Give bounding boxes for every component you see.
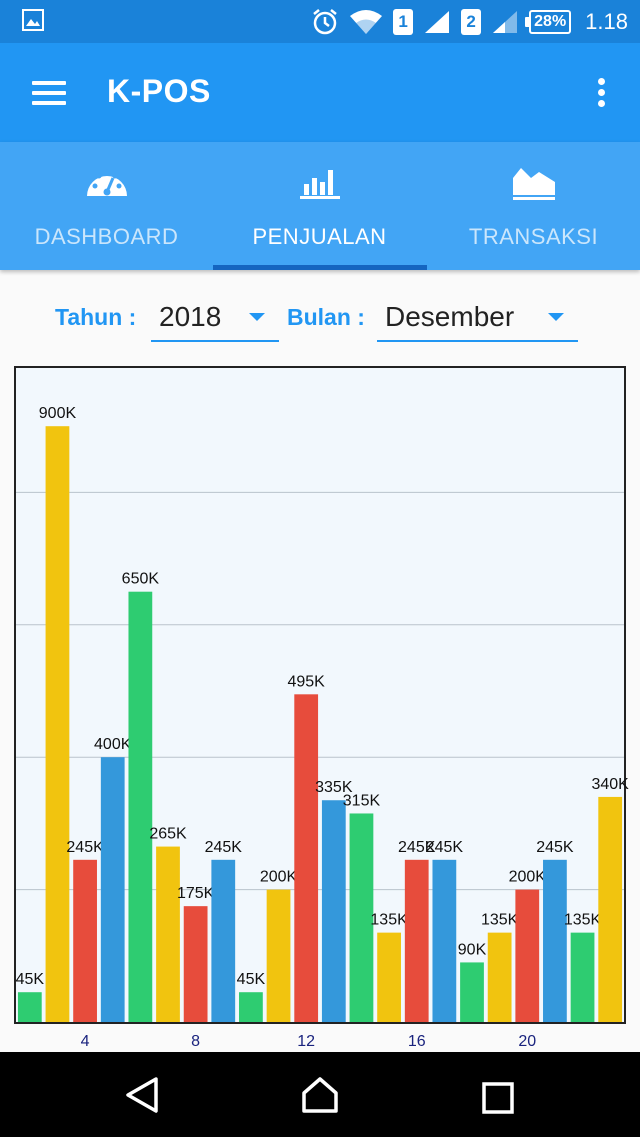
bar-value-label: 265K: [149, 826, 187, 843]
bar-value-label: 135K: [481, 912, 519, 929]
chart-bar[interactable]: [404, 859, 429, 1022]
signal-icon: [425, 10, 450, 33]
alarm-icon: [313, 8, 337, 34]
bar-value-label: 245K: [205, 839, 243, 856]
bar-value-label: 245K: [426, 839, 464, 856]
chart-bar[interactable]: [349, 813, 374, 1022]
chart-bar[interactable]: [598, 796, 623, 1022]
chart-bar[interactable]: [321, 800, 346, 1022]
bar-value-label: 245K: [66, 839, 104, 856]
battery-icon: 28%: [525, 9, 572, 34]
chart-bar[interactable]: [156, 846, 180, 1022]
bar-value-label: 175K: [177, 885, 215, 902]
chart-bar[interactable]: [487, 932, 512, 1022]
year-label: Tahun :: [55, 304, 137, 330]
chart-bar[interactable]: [515, 889, 540, 1022]
chart-bar[interactable]: [543, 859, 567, 1022]
chart-bar[interactable]: [183, 906, 208, 1022]
tab-label: TRANSAKSI: [468, 224, 599, 249]
sales-bar-chart: 45K900K245K400K650K265K175K245K45K200K49…: [16, 405, 630, 1050]
bar-value-label: 135K: [370, 912, 408, 929]
battery-level: 28%: [534, 12, 567, 30]
overflow-menu-icon[interactable]: [598, 78, 606, 111]
status-bar: 1 2 28% 1.18: [0, 0, 640, 43]
clock: 1.18: [585, 8, 628, 34]
tab-penjualan[interactable]: PENJUALAN: [213, 142, 426, 270]
chart-bar[interactable]: [45, 426, 70, 1022]
tab-transaksi[interactable]: TRANSAKSI: [427, 142, 640, 270]
bar-value-label: 340K: [591, 776, 629, 793]
chart-bar[interactable]: [460, 962, 484, 1022]
tab-bar: DASHBOARD PENJUALAN TRANSAKSI: [0, 142, 640, 270]
month-label: Bulan :: [287, 304, 365, 330]
bar-value-label: 90K: [458, 941, 487, 958]
wifi-icon: [350, 9, 383, 34]
year-dropdown[interactable]: 2018: [151, 290, 279, 342]
menu-icon[interactable]: [32, 81, 68, 105]
bar-value-label: 245K: [398, 839, 436, 856]
chart-bar[interactable]: [294, 694, 319, 1022]
chevron-down-icon: [249, 313, 265, 321]
tab-label: DASHBOARD: [34, 224, 179, 249]
navigation-bar: [0, 1052, 640, 1137]
tab-label: PENJUALAN: [252, 224, 387, 249]
area-chart-icon: [512, 168, 555, 200]
recents-icon[interactable]: [482, 1082, 514, 1114]
chart-bar[interactable]: [211, 859, 236, 1022]
bar-value-label: 135K: [564, 912, 602, 929]
home-icon[interactable]: [301, 1076, 339, 1114]
sim1-badge: 1: [393, 8, 414, 35]
bar-value-label: 400K: [94, 736, 132, 753]
bar-value-label: 650K: [122, 571, 160, 588]
filter-bar: Tahun : 2018 Bulan : Desember: [0, 290, 640, 350]
x-tick-label: 4: [81, 1033, 90, 1050]
bar-value-label: 495K: [287, 673, 325, 690]
bar-value-label: 45K: [237, 971, 266, 988]
tab-dashboard[interactable]: DASHBOARD: [0, 142, 213, 270]
chart-bar[interactable]: [128, 591, 153, 1022]
signal-icon: [493, 10, 518, 33]
x-tick-label: 20: [518, 1033, 536, 1050]
bar-value-label: 245K: [536, 839, 574, 856]
bar-chart-icon: [299, 170, 340, 199]
bar-value-label: 335K: [315, 779, 353, 796]
chart-bar[interactable]: [377, 932, 401, 1022]
chart-bar[interactable]: [432, 859, 457, 1022]
sim2-badge: 2: [461, 8, 482, 35]
bar-value-label: 315K: [343, 792, 381, 809]
x-tick-label: 12: [297, 1033, 315, 1050]
gallery-icon: [22, 9, 44, 31]
chart-bar[interactable]: [73, 859, 97, 1022]
app-title: K-POS: [107, 73, 211, 109]
bar-value-label: 45K: [16, 971, 45, 988]
chart-bar[interactable]: [100, 757, 125, 1022]
chart-bar[interactable]: [239, 992, 263, 1022]
speedometer-icon: [86, 169, 127, 196]
bar-value-label: 200K: [260, 869, 298, 886]
x-tick-label: 16: [408, 1033, 426, 1050]
chart-bar[interactable]: [17, 992, 42, 1022]
month-dropdown[interactable]: Desember: [377, 290, 578, 342]
bar-value-label: 200K: [509, 869, 547, 886]
chart-bar[interactable]: [266, 889, 291, 1022]
tab-indicator: [213, 265, 427, 270]
month-value: Desember: [385, 301, 515, 332]
chevron-down-icon: [548, 313, 564, 321]
back-icon[interactable]: [124, 1076, 160, 1114]
chart-bar[interactable]: [570, 932, 595, 1022]
year-value: 2018: [159, 301, 222, 332]
app-bar: K-POS: [0, 43, 640, 142]
bar-value-label: 900K: [39, 405, 77, 422]
x-tick-label: 8: [191, 1033, 200, 1050]
